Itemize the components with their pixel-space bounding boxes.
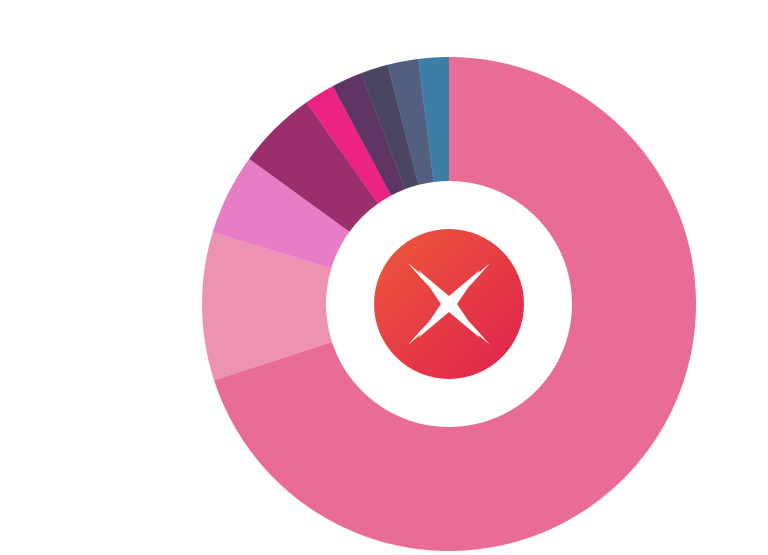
logo [374,229,524,379]
donut-slice [212,158,350,269]
donut-slice [306,86,392,204]
logo-x [408,263,490,345]
donut-slice [332,73,406,196]
donut-slice [360,64,419,190]
donut-slice [202,232,333,381]
donut-slice [418,57,449,182]
donut-slice [387,58,434,185]
donut [202,57,696,551]
donut-slice [249,102,378,232]
donut-slice [214,57,696,551]
